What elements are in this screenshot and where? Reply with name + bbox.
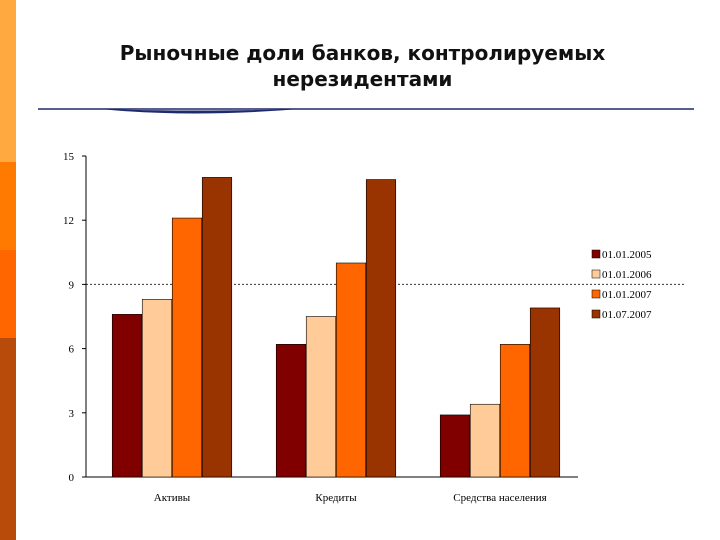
slide-title: Рыночные доли банков, контролируемых нер…: [40, 40, 685, 92]
y-tick-label-3: 9: [69, 279, 75, 291]
bar-2-3: [529, 307, 561, 478]
bar-0-2: [171, 217, 203, 478]
legend-swatch-3: [591, 309, 601, 319]
y-tick-label-5: 15: [63, 151, 75, 163]
bar-0-3: [201, 177, 233, 478]
legend-swatch-2: [591, 289, 601, 299]
legend-label-0: 01.01.2005: [602, 249, 652, 261]
title-line-1: Рыночные доли банков, контролируемых: [119, 41, 606, 65]
side-stripe-4: [0, 338, 16, 540]
title-rule-swoosh: [100, 109, 300, 114]
y-tick-label-2: 6: [69, 344, 75, 356]
y-tick-label-4: 12: [63, 215, 74, 227]
side-stripe-3: [0, 250, 16, 338]
title-line-2: нерезидентами: [272, 67, 453, 91]
bar-2-2: [499, 344, 531, 478]
y-tick-label-0: 0: [69, 472, 75, 484]
bar-2-0: [439, 414, 471, 478]
legend-label-3: 01.07.2007: [602, 309, 652, 321]
x-category-label-0: Активы: [154, 492, 191, 504]
legend-label-1: 01.01.2006: [602, 269, 652, 281]
side-stripe-2: [0, 162, 16, 250]
x-category-label-2: Средства населения: [453, 492, 546, 504]
bar-2-1: [469, 403, 501, 478]
legend-swatch-0: [591, 249, 601, 259]
bar-1-3: [365, 179, 397, 478]
bar-0-1: [141, 299, 173, 478]
bar-1-2: [335, 262, 367, 478]
bar-1-1: [305, 316, 337, 478]
legend-swatch-1: [591, 269, 601, 279]
side-stripe-1: [0, 0, 16, 162]
legend-label-2: 01.01.2007: [602, 289, 652, 301]
bar-0-0: [111, 314, 143, 478]
y-tick-label-1: 3: [69, 408, 75, 420]
bar-1-0: [275, 344, 307, 478]
x-category-label-1: Кредиты: [315, 492, 357, 504]
